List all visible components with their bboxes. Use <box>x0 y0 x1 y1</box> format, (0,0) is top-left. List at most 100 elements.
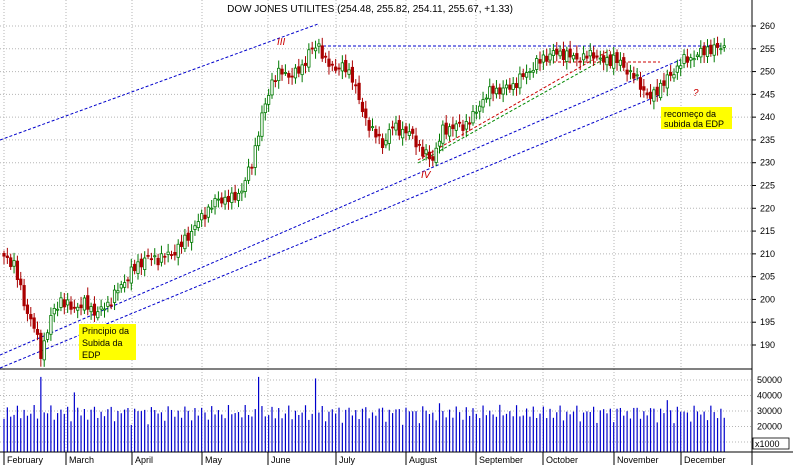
candle-body <box>377 133 381 137</box>
volume-unit-box <box>752 437 790 450</box>
candle-body <box>193 225 197 230</box>
month-label: October <box>546 455 578 465</box>
candle-body <box>159 253 164 263</box>
candle-body <box>665 74 669 89</box>
candle-body <box>635 74 639 77</box>
candle-body <box>19 278 23 286</box>
y-tick-label: 230 <box>760 158 775 168</box>
candle-body <box>451 124 455 130</box>
upper-channel-line <box>0 23 319 141</box>
candle-body <box>414 135 418 148</box>
candle-body <box>79 304 83 309</box>
candle-body <box>528 71 532 73</box>
wave-label-question: ? <box>693 88 699 99</box>
candle-body <box>575 53 579 60</box>
candle-body <box>186 232 190 241</box>
month-label: March <box>69 455 94 465</box>
candle-body <box>441 124 445 144</box>
month-label: February <box>7 455 44 465</box>
candle-body <box>337 67 341 70</box>
candle-body <box>236 192 241 201</box>
candle-body <box>407 131 411 136</box>
candle-body <box>397 120 401 136</box>
y-tick-label: 250 <box>760 67 775 77</box>
candle-body <box>334 66 338 71</box>
candle-body <box>659 82 663 99</box>
candle-body <box>404 126 408 134</box>
y-tick-label: 240 <box>760 112 775 122</box>
y-tick-label: 195 <box>760 317 775 327</box>
candle-body <box>189 231 194 243</box>
candle-body <box>82 297 86 311</box>
candle-body <box>561 48 566 60</box>
candle-body <box>588 49 592 57</box>
candle-body <box>354 84 358 87</box>
candle-body <box>715 43 720 48</box>
candle-body <box>287 73 291 78</box>
candle-body <box>297 66 301 74</box>
candle-body <box>457 121 462 124</box>
candle-body <box>106 301 110 307</box>
candle-body <box>521 73 525 78</box>
y-tick-label: 200 <box>760 294 775 304</box>
candle-body <box>612 54 616 69</box>
candle-body <box>153 255 157 258</box>
candle-body <box>313 47 318 52</box>
candle-body <box>323 55 328 58</box>
candle-body <box>642 86 646 91</box>
candle-body <box>380 138 385 149</box>
volume-tick-label: 30000 <box>757 406 782 416</box>
candle-body <box>444 122 448 135</box>
candle-body <box>290 75 294 78</box>
candle-body <box>558 50 562 57</box>
candle-body <box>39 332 43 359</box>
candle-body <box>260 112 264 137</box>
candle-body <box>568 48 572 58</box>
candle-body <box>146 254 150 257</box>
candle-body <box>598 57 602 60</box>
candle-body <box>136 261 140 274</box>
candle-body <box>545 55 549 62</box>
candle-body <box>508 84 512 90</box>
candle-body <box>555 48 559 55</box>
candle-body <box>116 290 120 294</box>
candle-body <box>96 311 100 319</box>
annotation-start-line-3: EDP <box>82 350 101 360</box>
y-tick-label: 205 <box>760 272 775 282</box>
candle-body <box>722 45 726 48</box>
volume-tick-label: 20000 <box>757 422 782 432</box>
candle-body <box>176 243 180 258</box>
y-tick-label: 225 <box>760 181 775 191</box>
candle-body <box>424 149 428 155</box>
annotation-start: Principio da Subida da EDP <box>79 324 136 360</box>
candle-body <box>169 254 174 256</box>
candle-body <box>173 252 177 256</box>
candle-body <box>344 59 348 73</box>
candle-body <box>250 166 254 169</box>
y-tick-label: 260 <box>760 21 775 31</box>
candle-body <box>645 92 649 96</box>
candle-body <box>66 299 70 306</box>
y-tick-label: 220 <box>760 203 775 213</box>
candle-body <box>253 145 257 168</box>
y-tick-label: 255 <box>760 44 775 54</box>
candle-body <box>240 190 244 194</box>
annotation-restart-line-1: recomeço da <box>664 109 716 119</box>
annotation-start-box <box>79 324 136 360</box>
candle-body <box>69 301 73 310</box>
candle-body <box>431 156 435 161</box>
candle-body <box>22 285 26 307</box>
candle-body <box>608 54 612 67</box>
candle-body <box>602 55 606 63</box>
candle-body <box>267 95 271 105</box>
annotation-restart-box <box>661 107 732 129</box>
candle-body <box>5 255 9 258</box>
candle-body <box>32 317 36 329</box>
candle-body <box>709 44 713 55</box>
candle-body <box>648 91 653 99</box>
candle-body <box>42 340 46 361</box>
trendline-red <box>417 49 611 161</box>
candle-body <box>498 87 502 95</box>
candle-body <box>652 89 656 102</box>
